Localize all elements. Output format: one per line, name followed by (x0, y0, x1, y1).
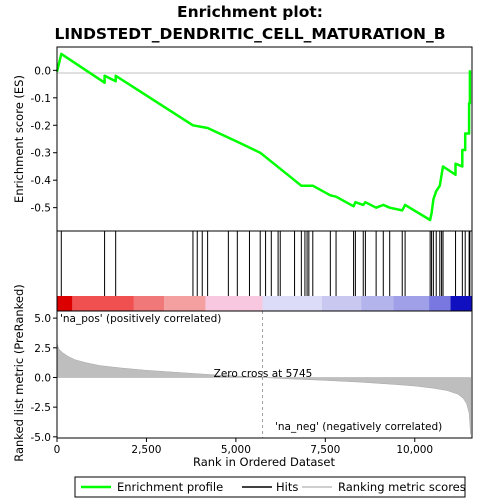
x-tick-label: 0 (54, 444, 61, 456)
heatmap-segment (205, 296, 263, 311)
x-tick-label: 2,500 (131, 444, 161, 456)
es-y-axis: 0.0 -0.1 -0.2 -0.3 -0.4 -0.5 (31, 65, 57, 215)
metric-y-tick-label: -5.0 (31, 432, 52, 444)
heatmap-segment (57, 296, 73, 311)
heatmap-segment (429, 296, 451, 311)
es-panel-frame (56, 46, 473, 232)
neg-label: 'na_neg' (negatively correlated) (275, 421, 442, 433)
chart-title-line2: LINDSTEDT_DENDRITIC_CELL_MATURATION_B (54, 25, 445, 43)
legend: Enrichment profile Hits Ranking metric s… (74, 476, 466, 498)
heatmap-segment (450, 296, 472, 311)
x-tick-label: 10,000 (396, 444, 433, 456)
es-profile-line (55, 52, 472, 222)
heatmap-segment (72, 296, 134, 311)
metric-y-tick-label: 0.0 (34, 372, 51, 384)
metric-area (56, 342, 471, 435)
x-axis: 0 2,500 5,000 7,500 10,000 (54, 438, 433, 456)
heatmap-segment (393, 296, 430, 311)
zero-cross-label: Zero cross at 5745 (214, 368, 313, 380)
es-y-tick-label: -0.2 (31, 120, 52, 132)
metric-y-tick-label: -2.5 (31, 402, 52, 414)
hits-panel (56, 230, 473, 312)
metric-y-axis: 5.0 2.5 0.0 -2.5 -5.0 (31, 313, 57, 444)
metric-y-tick-label: 2.5 (34, 343, 51, 355)
rank-heatmap (57, 296, 472, 311)
legend-enrichment-label: Enrichment profile (117, 480, 223, 494)
pos-label: 'na_pos' (positively correlated) (60, 313, 221, 325)
es-y-tick-label: 0.0 (34, 65, 51, 77)
heatmap-segment (321, 296, 362, 311)
es-y-tick-label: -0.5 (31, 203, 52, 215)
es-y-tick-label: -0.3 (31, 148, 52, 160)
es-line (55, 52, 472, 222)
es-panel: 0.0 -0.1 -0.2 -0.3 -0.4 -0.5 (31, 46, 473, 232)
es-y-axis-label: Enrichment score (ES) (12, 75, 26, 203)
legend-ranking-label: Ranking metric scores (338, 480, 466, 494)
heatmap-segment (361, 296, 394, 311)
heatmap-segment (133, 296, 165, 311)
metric-y-tick-label: 5.0 (34, 313, 51, 325)
metric-fill (56, 342, 471, 435)
legend-hits-label: Hits (276, 480, 298, 494)
x-tick-label: 5,000 (221, 444, 251, 456)
es-y-tick-label: -0.1 (31, 93, 52, 105)
metric-panel: Zero cross at 5745 'na_pos' (positively … (31, 310, 473, 456)
chart-title-line1: Enrichment plot: (177, 3, 323, 21)
hit-marks (60, 231, 471, 296)
x-axis-label: Rank in Ordered Dataset (193, 455, 336, 469)
heatmap-segment (164, 296, 206, 311)
metric-y-axis-label: Ranked list metric (PreRanked) (12, 284, 26, 462)
heatmap-segment (262, 296, 322, 311)
metric-panel-frame (56, 310, 473, 439)
x-tick-label: 7,500 (310, 444, 340, 456)
es-y-tick-label: -0.4 (31, 175, 52, 187)
